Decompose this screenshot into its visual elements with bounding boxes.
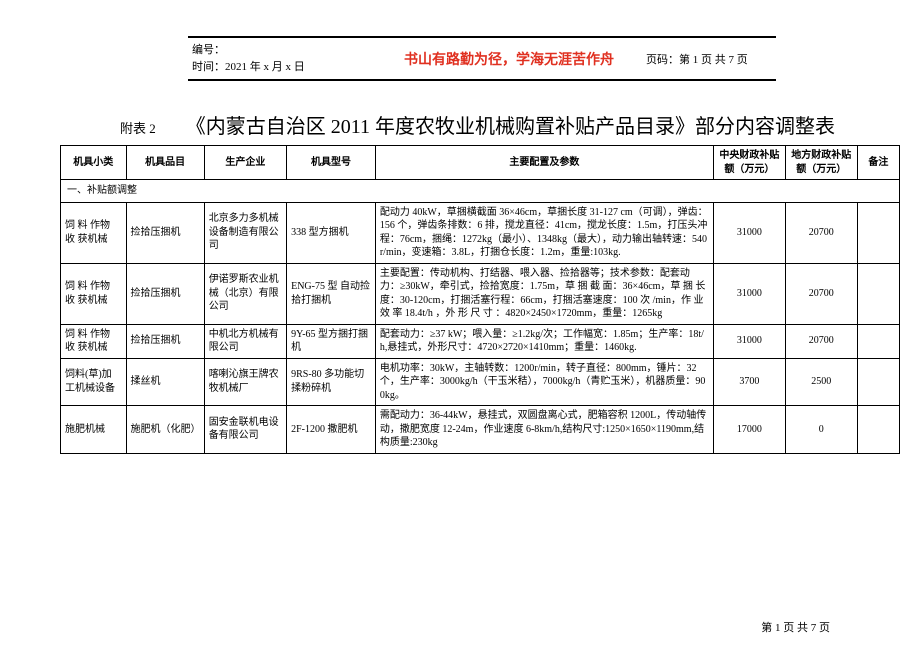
cell-mfr: 伊诺罗斯农业机械（北京）有限公司: [204, 263, 286, 324]
col-manufacturer: 生产企业: [204, 146, 286, 180]
cell-local: 20700: [785, 324, 857, 358]
cell-central: 31000: [713, 263, 785, 324]
section-header-row: 一、补贴额调整: [61, 180, 900, 203]
page-footer: 第 1 页 共 7 页: [761, 619, 830, 635]
col-note: 备注: [857, 146, 899, 180]
cell-central: 31000: [713, 202, 785, 263]
cell-spec: 电机功率：30kW，主轴转数：1200r/min，转子直径：800mm，锤片：3…: [375, 358, 713, 406]
table-row: 饲 料 作物 收 获机械捡拾压捆机伊诺罗斯农业机械（北京）有限公司ENG-75 …: [61, 263, 900, 324]
cell-item: 施肥机（化肥）: [126, 406, 204, 454]
title-row: 附表 2 《内蒙古自治区 2011 年度农牧业机械购置补贴产品目录》部分内容调整…: [120, 110, 870, 139]
col-model: 机具型号: [287, 146, 376, 180]
cell-mfr: 固安金联机电设备有限公司: [204, 406, 286, 454]
cell-note: [857, 324, 899, 358]
cell-central: 3700: [713, 358, 785, 406]
header-meta: 编号： 时间：2021 年 x 月 x 日: [188, 42, 372, 75]
cell-spec: 主要配置：传动机构、打结器、喂入器、捡拾器等；技术参数：配套动力：≥30kW，牵…: [375, 263, 713, 324]
col-item: 机具品目: [126, 146, 204, 180]
cell-item: 捡拾压捆机: [126, 202, 204, 263]
cell-spec: 需配动力：36-44kW，悬挂式，双圆盘离心式，肥箱容积 1200L，传动轴传动…: [375, 406, 713, 454]
cell-local: 20700: [785, 263, 857, 324]
cell-model: ENG-75 型 自动捡拾打捆机: [287, 263, 376, 324]
col-central-subsidy: 中央财政补贴额（万元）: [713, 146, 785, 180]
page-header: 编号： 时间：2021 年 x 月 x 日 书山有路勤为径，学海无涯苦作舟 页码…: [188, 36, 776, 81]
header-page-indicator: 页码：第 1 页 共 7 页: [646, 51, 776, 67]
table-body: 一、补贴额调整 饲 料 作物 收 获机械捡拾压捆机北京多力多机械设备制造有限公司…: [61, 180, 900, 454]
cell-local: 2500: [785, 358, 857, 406]
cell-local: 0: [785, 406, 857, 454]
cell-central: 31000: [713, 324, 785, 358]
cell-mfr: 中机北方机械有限公司: [204, 324, 286, 358]
header-motto: 书山有路勤为径，学海无涯苦作舟: [372, 49, 646, 69]
table-row: 饲 料 作物 收 获机械捡拾压捆机北京多力多机械设备制造有限公司338 型方捆机…: [61, 202, 900, 263]
document-title: 《内蒙古自治区 2011 年度农牧业机械购置补贴产品目录》部分内容调整表: [186, 110, 835, 139]
col-local-subsidy: 地方财政补贴额（万元）: [785, 146, 857, 180]
cell-spec: 配动力 40kW，草捆横截面 36×46cm，草捆长度 31-127 cm（可调…: [375, 202, 713, 263]
table-row: 饲料(草)加工机械设备揉丝机喀喇沁旗王牌农牧机械厂9RS-80 多功能切揉粉碎机…: [61, 358, 900, 406]
cell-sub: 饲 料 作物 收 获机械: [61, 202, 127, 263]
cell-item: 揉丝机: [126, 358, 204, 406]
header-doc-number: 编号：: [192, 42, 372, 59]
table-row: 施肥机械施肥机（化肥）固安金联机电设备有限公司2F-1200 撒肥机需配动力：3…: [61, 406, 900, 454]
cell-sub: 饲料(草)加工机械设备: [61, 358, 127, 406]
cell-model: 2F-1200 撒肥机: [287, 406, 376, 454]
cell-sub: 施肥机械: [61, 406, 127, 454]
cell-model: 9Y-65 型方捆打捆机: [287, 324, 376, 358]
cell-spec: 配套动力：≥37 kW；喂入量：≥1.2kg/次；工作幅宽：1.85m；生产率：…: [375, 324, 713, 358]
cell-mfr: 喀喇沁旗王牌农牧机械厂: [204, 358, 286, 406]
cell-sub: 饲 料 作物 收 获机械: [61, 263, 127, 324]
subsidy-table: 机具小类 机具品目 生产企业 机具型号 主要配置及参数 中央财政补贴额（万元） …: [60, 145, 900, 454]
col-spec: 主要配置及参数: [375, 146, 713, 180]
cell-model: 9RS-80 多功能切揉粉碎机: [287, 358, 376, 406]
cell-note: [857, 263, 899, 324]
cell-item: 捡拾压捆机: [126, 263, 204, 324]
cell-model: 338 型方捆机: [287, 202, 376, 263]
cell-sub: 饲 料 作物 收 获机械: [61, 324, 127, 358]
cell-local: 20700: [785, 202, 857, 263]
cell-central: 17000: [713, 406, 785, 454]
col-subcategory: 机具小类: [61, 146, 127, 180]
cell-note: [857, 358, 899, 406]
cell-note: [857, 406, 899, 454]
table-row: 饲 料 作物 收 获机械捡拾压捆机中机北方机械有限公司9Y-65 型方捆打捆机配…: [61, 324, 900, 358]
header-date: 时间：2021 年 x 月 x 日: [192, 59, 372, 76]
appendix-label: 附表 2: [120, 118, 156, 137]
section-title: 一、补贴额调整: [61, 180, 900, 203]
cell-note: [857, 202, 899, 263]
cell-item: 捡拾压捆机: [126, 324, 204, 358]
table-header-row: 机具小类 机具品目 生产企业 机具型号 主要配置及参数 中央财政补贴额（万元） …: [61, 146, 900, 180]
cell-mfr: 北京多力多机械设备制造有限公司: [204, 202, 286, 263]
